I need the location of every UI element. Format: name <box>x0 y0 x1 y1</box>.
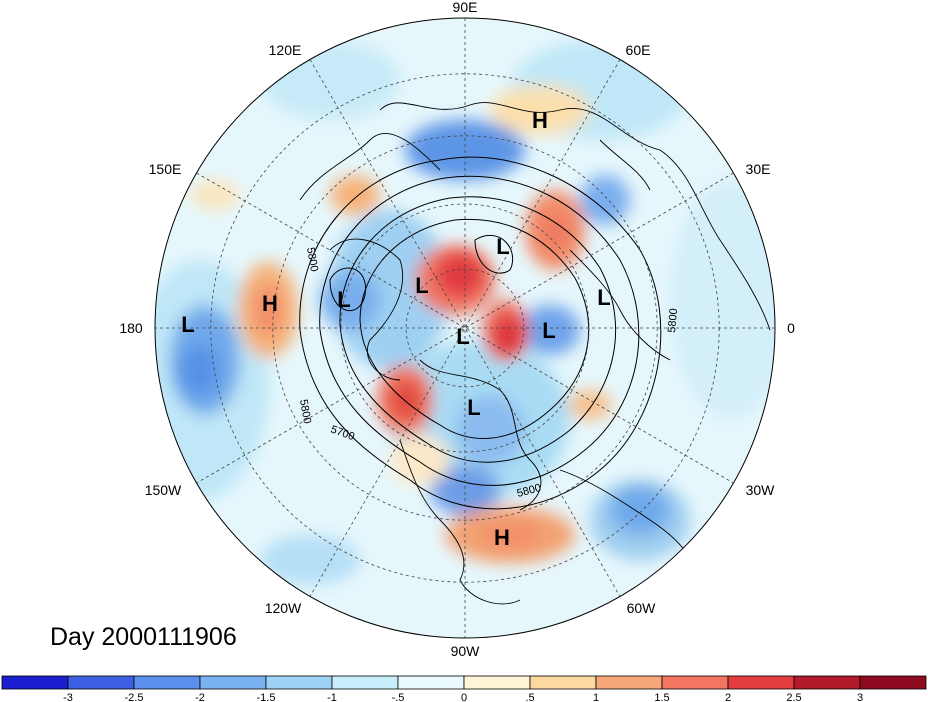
latitude-circle <box>272 135 658 521</box>
low-marker: L <box>456 324 469 349</box>
meridian-line <box>196 172 734 484</box>
colorbar-tick-label: 1 <box>593 692 599 702</box>
lon-label-120e: 120E <box>269 42 302 58</box>
lon-label-60e: 60E <box>626 42 651 58</box>
low-marker: L <box>597 285 610 310</box>
high-marker: H <box>262 291 278 316</box>
colorbar-tick-label: .5 <box>525 692 534 702</box>
lon-label-90w: 90W <box>451 643 481 659</box>
contour-label: 5800 <box>304 246 320 272</box>
meridian-line <box>309 59 621 597</box>
meridian-line <box>196 172 734 484</box>
colorbar-tick-label: 2.5 <box>786 692 801 702</box>
colorbar-tick-label: -.5 <box>392 692 405 702</box>
colorbar-swatch <box>661 675 729 690</box>
colorbar-swatch <box>265 675 333 690</box>
colorbar-swatch <box>67 675 135 690</box>
lon-label-0: 0 <box>787 320 795 336</box>
colorbar-swatch <box>727 675 795 690</box>
contour-label: 5800 <box>297 398 313 424</box>
colorbar-swatch <box>859 675 927 690</box>
height-contours <box>299 156 662 510</box>
colorbar-tick-label: -3 <box>63 692 73 702</box>
colorbar-swatch <box>793 675 861 690</box>
lon-label-150w: 150W <box>145 482 182 498</box>
pressure-centers: H H H L L L L L L L L <box>181 108 610 550</box>
colorbar-swatch <box>133 675 201 690</box>
colorbar-swatch <box>1 675 69 690</box>
colorbar-tick-label: -1.5 <box>257 692 276 702</box>
colorbar-tick-label: -2 <box>195 692 205 702</box>
lon-label-90e: 90E <box>453 0 478 15</box>
colorbar-tick-label: 0 <box>461 692 467 702</box>
lon-label-30e: 30E <box>746 161 771 177</box>
colorbar-swatch <box>199 675 267 690</box>
colorbar-swatch <box>595 675 663 690</box>
colorbar-swatch <box>529 675 597 690</box>
low-marker: L <box>337 287 350 312</box>
colorbar-tick-label: -2.5 <box>125 692 144 702</box>
colorbar-tick-label: 3 <box>857 692 863 702</box>
colorbar-tick-label: 2 <box>725 692 731 702</box>
longitude-labels: 90E 60E 30E 0 30W 60W 90W 120W 150W 180 … <box>119 0 795 659</box>
contour-label: 5800 <box>666 308 680 333</box>
low-marker: L <box>467 395 480 420</box>
high-marker: H <box>494 525 510 550</box>
lon-label-30w: 30W <box>746 482 776 498</box>
low-marker: L <box>496 234 509 259</box>
low-marker: L <box>542 318 555 343</box>
low-marker: L <box>415 273 428 298</box>
map-title: Day 2000111906 <box>50 623 237 651</box>
colorbar: -3 -2.5 -2 -1.5 -1 -.5 0 .5 1 1.5 2 2.5 3 <box>1 675 927 702</box>
lon-label-120w: 120W <box>265 600 302 616</box>
colorbar-swatch <box>463 675 531 690</box>
colorbar-tick-label: 1.5 <box>654 692 669 702</box>
colorbar-swatch <box>331 675 399 690</box>
graticule <box>155 18 775 638</box>
high-marker: H <box>532 108 548 133</box>
lon-label-150e: 150E <box>149 161 182 177</box>
lon-label-180: 180 <box>119 320 143 336</box>
lon-label-60w: 60W <box>627 600 657 616</box>
low-marker: L <box>181 312 194 337</box>
colorbar-tick-label: -1 <box>327 692 337 702</box>
meridian-line <box>309 59 621 597</box>
colorbar-swatch <box>397 675 465 690</box>
